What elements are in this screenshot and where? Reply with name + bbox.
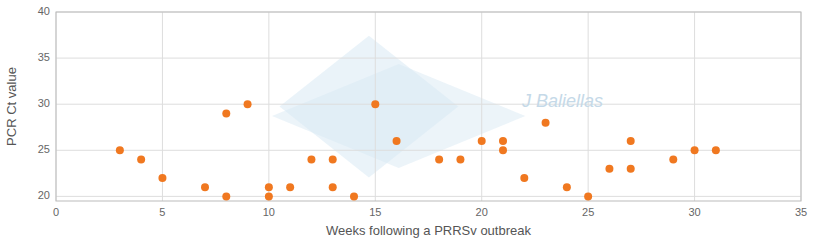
point <box>222 192 230 200</box>
point <box>350 192 358 200</box>
y-tick-label: 40 <box>38 5 50 17</box>
grid-line-x <box>481 12 482 201</box>
point <box>669 156 677 164</box>
points <box>116 100 720 200</box>
point <box>222 109 230 117</box>
point <box>712 146 720 154</box>
point <box>691 146 699 154</box>
point <box>116 146 124 154</box>
chart: 20 25 30 35 40 0 5 10 15 20 25 30 35 J Baliellas Weeks… <box>0 0 819 243</box>
point <box>605 165 613 173</box>
point <box>371 100 379 108</box>
background-decoration <box>272 36 525 178</box>
grid-line-y <box>56 150 801 151</box>
y-tick-label: 25 <box>38 143 50 155</box>
point <box>137 156 145 164</box>
grid-line-x <box>162 12 163 201</box>
point <box>201 183 209 191</box>
x-tick-label: 20 <box>476 206 488 218</box>
diamond <box>280 36 459 178</box>
x-tick-label: 10 <box>263 206 275 218</box>
y-tick-label: 20 <box>38 189 50 201</box>
grid-line-y <box>56 104 801 105</box>
y-axis-label: PCR Ct value <box>4 67 19 146</box>
y-tick-label: 30 <box>38 97 50 109</box>
x-tick-label: 30 <box>688 206 700 218</box>
grid-line-y <box>56 196 801 197</box>
annotation: J Baliellas <box>521 91 603 111</box>
point <box>584 192 592 200</box>
grid <box>56 12 801 201</box>
point <box>329 183 337 191</box>
point <box>158 174 166 182</box>
x-tick-label: 25 <box>582 206 594 218</box>
point <box>435 156 443 164</box>
point <box>478 137 486 145</box>
point <box>627 165 635 173</box>
chart-container: 20 25 30 35 40 0 5 10 15 20 25 30 35 J Baliellas Weeks… <box>0 0 819 243</box>
x-tick-label: 35 <box>795 206 807 218</box>
grid-line-x <box>268 12 269 201</box>
point <box>627 137 635 145</box>
tick-labels: 20 25 30 35 40 0 5 10 15 20 25 30 35 <box>38 5 807 218</box>
point <box>307 156 315 164</box>
point <box>329 156 337 164</box>
grid-line-y <box>56 58 801 59</box>
plot-frame <box>56 12 801 201</box>
point <box>456 156 464 164</box>
point <box>393 137 401 145</box>
point <box>542 119 550 127</box>
point <box>244 100 252 108</box>
point <box>265 183 273 191</box>
grid-line-x <box>694 12 695 201</box>
point <box>499 146 507 154</box>
point <box>286 183 294 191</box>
x-axis-label: Weeks following a PRRSv outbreak <box>326 223 531 238</box>
point <box>563 183 571 191</box>
point <box>520 174 528 182</box>
x-tick-label: 0 <box>53 206 59 218</box>
x-tick-label: 5 <box>159 206 165 218</box>
point <box>265 192 273 200</box>
point <box>499 137 507 145</box>
y-tick-label: 35 <box>38 51 50 63</box>
x-tick-label: 15 <box>369 206 381 218</box>
